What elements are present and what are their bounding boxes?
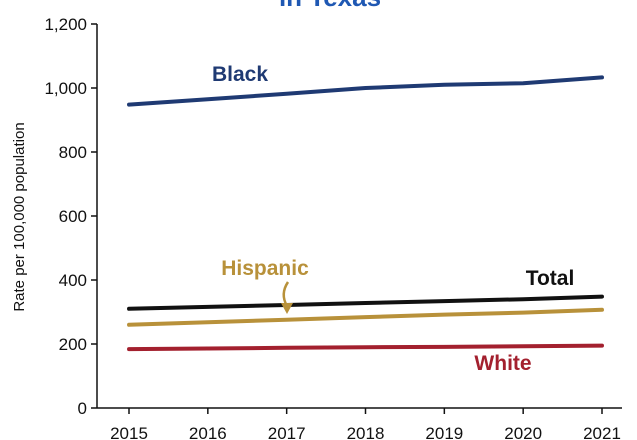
series-label-white: White bbox=[474, 352, 531, 375]
x-tick-label: 2021 bbox=[583, 424, 621, 440]
y-tick-label: 0 bbox=[78, 399, 87, 418]
series-line-total bbox=[129, 297, 602, 309]
series-line-black bbox=[129, 77, 602, 104]
y-axis-title: Rate per 100,000 population bbox=[11, 122, 28, 311]
y-tick-label: 200 bbox=[59, 335, 87, 354]
x-tick-label: 2020 bbox=[504, 424, 542, 440]
y-ticks: 0 200 400 600 800 1,000 1,200 bbox=[44, 15, 97, 418]
x-tick-label: 2017 bbox=[268, 424, 306, 440]
series-label-hispanic: Hispanic bbox=[221, 257, 309, 280]
x-tick-label: 2018 bbox=[347, 424, 385, 440]
series-labels: Black Total Hispanic White bbox=[212, 63, 574, 375]
x-tick-label: 2019 bbox=[425, 424, 463, 440]
hispanic-arrow-head bbox=[281, 303, 293, 314]
y-tick-label: 1,200 bbox=[44, 15, 87, 34]
series-line-hispanic bbox=[129, 310, 602, 325]
series-label-total: Total bbox=[526, 267, 575, 290]
x-tick-label: 2015 bbox=[110, 424, 148, 440]
annotations bbox=[281, 282, 293, 314]
y-tick-label: 800 bbox=[59, 143, 87, 162]
series-lines bbox=[129, 77, 602, 349]
y-tick-label: 400 bbox=[59, 271, 87, 290]
y-tick-label: 1,000 bbox=[44, 79, 87, 98]
series-line-white bbox=[129, 346, 602, 350]
chart-title: in Texas bbox=[279, 0, 381, 12]
hispanic-arrow-shaft bbox=[284, 282, 288, 306]
x-ticks: 2015 2016 2017 2018 2019 2020 2021 bbox=[110, 408, 621, 440]
y-tick-label: 600 bbox=[59, 207, 87, 226]
series-label-black: Black bbox=[212, 63, 268, 86]
x-tick-label: 2016 bbox=[189, 424, 227, 440]
